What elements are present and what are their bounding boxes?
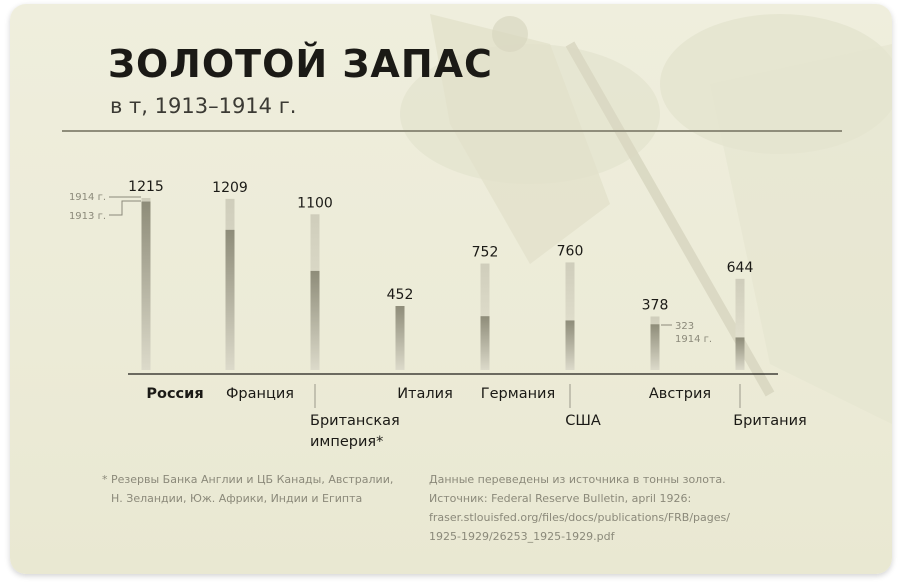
value-label: 452 [387, 287, 414, 303]
category-label: Британская [310, 413, 400, 429]
annotation-1914-label: 1914 г. [69, 192, 106, 203]
gold-reserve-bar-chart: 1215 1209 1100 452 752 760 378 644 Россия Франция… [69, 179, 807, 450]
bar-1913 [480, 316, 490, 370]
annotation-leader-1913 [109, 200, 141, 216]
footnote: * Резервы Банка Англии и ЦБ Канады, Авст… [102, 470, 422, 508]
category-label: Россия [146, 386, 203, 402]
category-label: США [565, 413, 601, 429]
category-label: империя* [310, 434, 383, 450]
source-note: Данные переведены из источника в тонны з… [429, 470, 789, 546]
value-label: 644 [727, 260, 754, 276]
annotation-1913-label: 1913 г. [69, 211, 106, 222]
value-label: 1100 [297, 195, 333, 211]
source-line: Данные переведены из источника в тонны з… [429, 473, 726, 486]
bar-1913 [310, 270, 320, 370]
footnote-line: Н. Зеландии, Юж. Африки, Индии и Египта [111, 492, 363, 505]
title-divider [62, 130, 842, 132]
value-label: 378 [642, 297, 669, 313]
value-label: 752 [472, 245, 499, 261]
bar-1913 [735, 337, 745, 370]
value-label: 1215 [128, 179, 164, 195]
chart-title: ЗОЛОТОЙ ЗАПАС [108, 42, 493, 86]
infographic-card: ЗОЛОТОЙ ЗАПАС в т, 1913–1914 г. 1215 1209… [10, 4, 892, 574]
decorative-background-illustration [400, 14, 892, 424]
category-label: Британия [733, 413, 807, 429]
bar-1914 [735, 278, 745, 370]
annotation-austria-year: 1914 г. [675, 334, 712, 345]
bar-1913 [565, 320, 575, 370]
value-label: 760 [557, 243, 584, 259]
source-line: Источник: Federal Reserve Bulletin, apri… [429, 492, 692, 505]
source-line: fraser.stlouisfed.org/files/docs/publica… [429, 511, 730, 524]
category-label: Германия [481, 386, 555, 402]
bar-1913 [395, 306, 405, 370]
bar-1913 [650, 324, 660, 370]
value-label: 1209 [212, 180, 248, 196]
annotation-austria-value: 323 [675, 321, 694, 332]
category-label: Австрия [649, 386, 711, 402]
category-label: Италия [397, 386, 453, 402]
chart-subtitle: в т, 1913–1914 г. [110, 94, 297, 118]
bar-1914 [565, 262, 575, 370]
category-label: Франция [226, 386, 294, 402]
bar-1913 [225, 229, 235, 370]
bar-1913 [141, 201, 151, 370]
source-line: 1925-1929/26253_1925-1929.pdf [429, 530, 615, 543]
footnote-line: * Резервы Банка Англии и ЦБ Канады, Авст… [102, 473, 394, 486]
